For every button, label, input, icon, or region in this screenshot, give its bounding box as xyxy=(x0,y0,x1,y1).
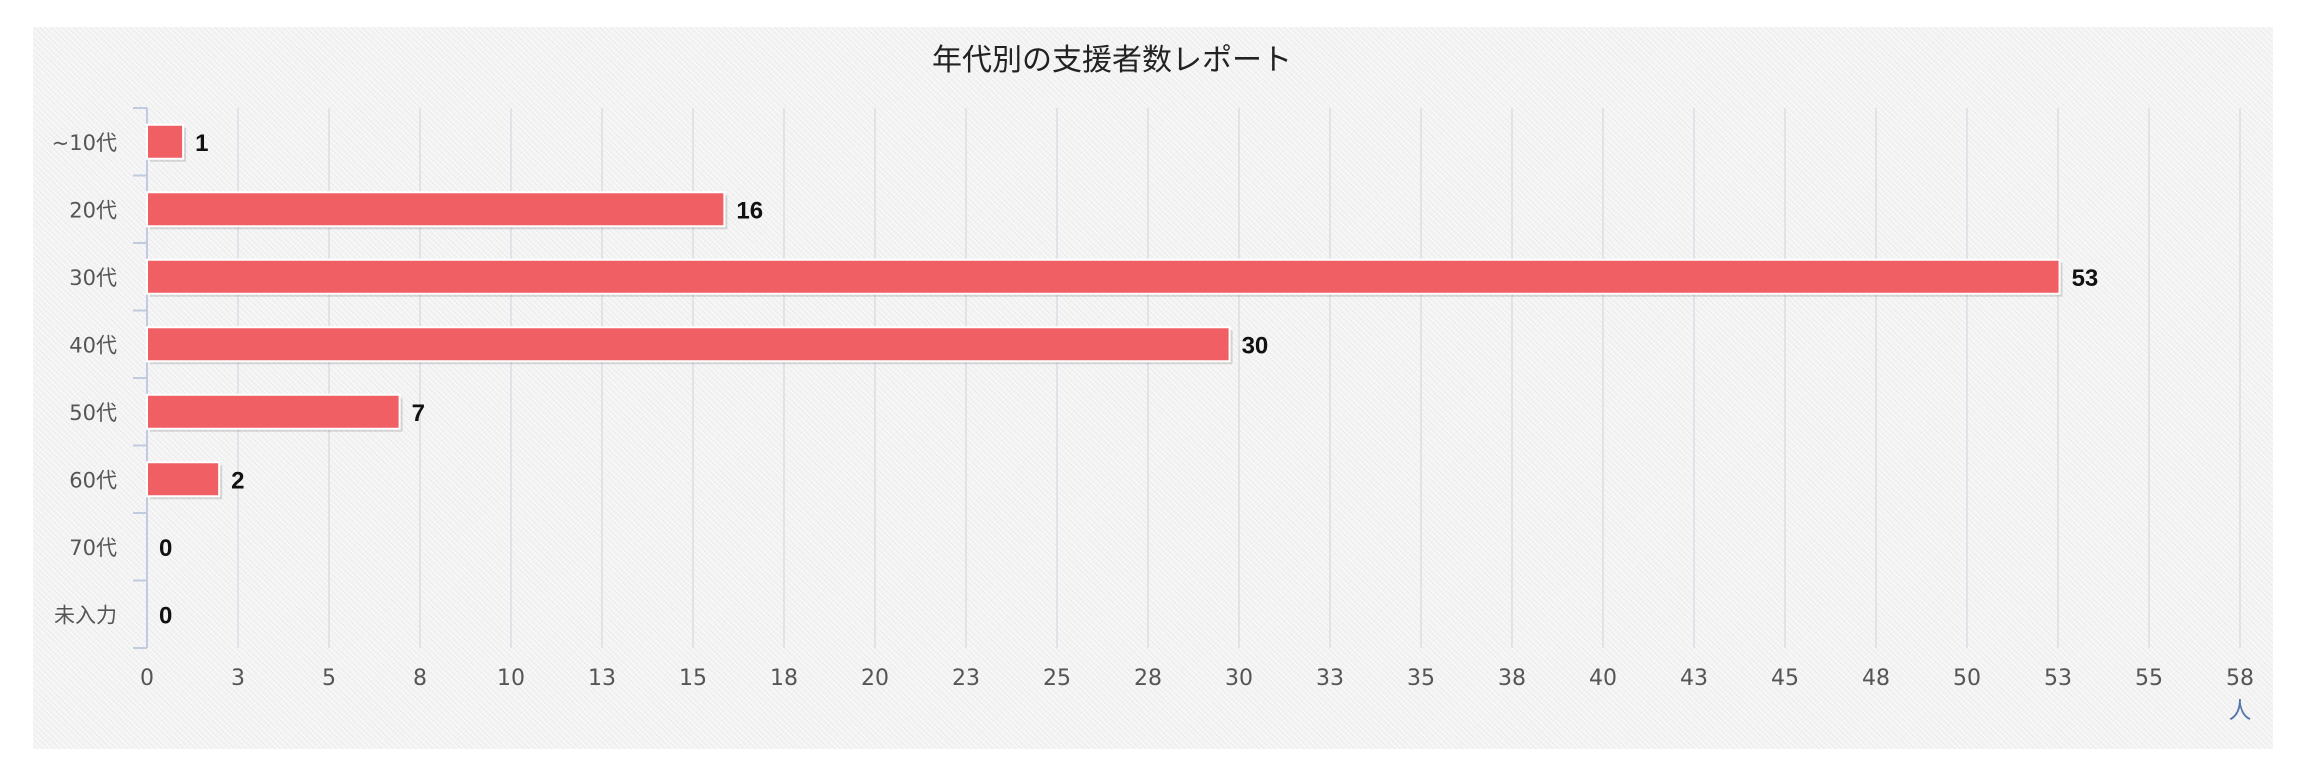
y-category-label: 20代 xyxy=(69,198,117,222)
data-label: 0 xyxy=(159,602,172,629)
x-tick-label: 53 xyxy=(2044,666,2072,691)
data-label: 7 xyxy=(412,400,425,427)
y-category-label: 未入力 xyxy=(54,603,117,627)
x-tick-label: 20 xyxy=(861,666,889,691)
x-tick-label: 3 xyxy=(231,666,245,691)
data-label: 2 xyxy=(231,467,244,494)
x-tick-label: 5 xyxy=(322,666,336,691)
data-label: 1 xyxy=(195,130,208,157)
bar xyxy=(146,258,2061,295)
x-tick-label: 28 xyxy=(1134,666,1162,691)
data-label: 53 xyxy=(2072,265,2099,292)
x-tick-label: 43 xyxy=(1680,666,1708,691)
x-tick-label: 25 xyxy=(1043,666,1071,691)
y-category-label: 40代 xyxy=(69,333,117,357)
bar xyxy=(146,393,401,430)
x-tick-label: 30 xyxy=(1225,666,1253,691)
x-tick-label: 48 xyxy=(1862,666,1890,691)
x-tick-label: 38 xyxy=(1498,666,1526,691)
x-tick-label: 35 xyxy=(1407,666,1435,691)
y-category-label: 70代 xyxy=(69,536,117,560)
x-tick-label: 58 xyxy=(2226,666,2254,691)
y-category-label: 60代 xyxy=(69,468,117,492)
bar xyxy=(146,326,1231,363)
bars xyxy=(146,123,2063,500)
x-tick-label: 55 xyxy=(2135,666,2163,691)
axes xyxy=(133,107,148,649)
grid-lines xyxy=(237,108,2241,648)
x-tick-label: 18 xyxy=(770,666,798,691)
x-tick-label: 33 xyxy=(1316,666,1344,691)
x-tick-label: 10 xyxy=(497,666,525,691)
y-category-label: 30代 xyxy=(69,266,117,290)
chart-title: 年代別の支援者数レポート xyxy=(932,43,1292,78)
x-tick-label: 8 xyxy=(413,666,427,691)
data-label: 30 xyxy=(1242,332,1269,359)
x-tick-label: 40 xyxy=(1589,666,1617,691)
y-category-label: ~10代 xyxy=(52,131,117,155)
bar xyxy=(146,123,185,160)
x-axis-unit-label: 人 xyxy=(2229,698,2252,724)
x-tick-label: 13 xyxy=(588,666,616,691)
x-tick-label: 23 xyxy=(952,666,980,691)
y-category-label: 50代 xyxy=(69,401,117,425)
x-tick-label: 0 xyxy=(140,666,154,691)
bar xyxy=(146,191,726,228)
data-label: 0 xyxy=(159,535,172,562)
x-tick-label: 15 xyxy=(679,666,707,691)
x-tick-label: 50 xyxy=(1953,666,1981,691)
x-tick-label: 45 xyxy=(1771,666,1799,691)
chart-panel xyxy=(33,27,2273,749)
data-label: 16 xyxy=(736,197,763,224)
bar xyxy=(146,461,221,498)
labels: 0 3 5 8 10 13 15 18 20 23 25 28 30 33 35 38 40 43 45 48 50 53… xyxy=(52,130,2254,691)
